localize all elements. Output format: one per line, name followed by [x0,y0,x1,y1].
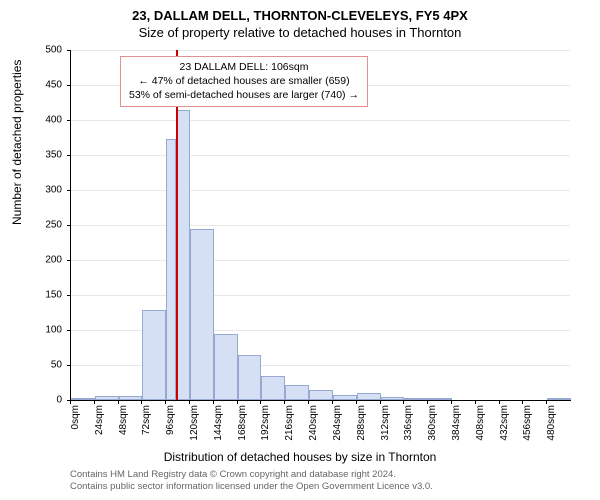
x-tick-mark [546,400,547,404]
x-tick-mark [213,400,214,404]
histogram-bar [357,393,381,400]
x-tick-label: 336sqm [403,405,414,455]
y-tick-mark [67,295,71,296]
x-tick-mark [380,400,381,404]
x-axis-label: Distribution of detached houses by size … [0,450,600,464]
annotation-line-2: ← 47% of detached houses are smaller (65… [129,74,359,88]
x-tick-label: 480sqm [546,405,557,455]
x-tick-label: 48sqm [118,405,129,455]
histogram-bar [176,110,190,400]
y-tick-label: 100 [32,325,62,336]
x-tick-label: 0sqm [70,405,81,455]
x-tick-mark [522,400,523,404]
y-tick-label: 500 [32,45,62,56]
x-tick-mark [332,400,333,404]
histogram-bar [238,355,262,400]
x-tick-mark [70,400,71,404]
x-tick-label: 120sqm [189,405,200,455]
x-tick-label: 192sqm [260,405,271,455]
x-tick-label: 456sqm [522,405,533,455]
x-tick-label: 408sqm [475,405,486,455]
x-tick-mark [165,400,166,404]
y-tick-mark [67,50,71,51]
y-axis-label: Number of detached properties [10,60,24,225]
attribution-line-2: Contains public sector information licen… [70,481,433,493]
histogram-bar [285,385,309,400]
attribution: Contains HM Land Registry data © Crown c… [70,469,433,494]
histogram-bar [95,396,119,400]
x-tick-label: 144sqm [213,405,224,455]
y-tick-label: 450 [32,80,62,91]
histogram-bar [309,390,333,400]
annotation-line-3: 53% of semi-detached houses are larger (… [129,88,359,102]
x-tick-mark [237,400,238,404]
y-tick-mark [67,330,71,331]
x-tick-label: 240sqm [308,405,319,455]
x-tick-label: 72sqm [141,405,152,455]
annotation-box: 23 DALLAM DELL: 106sqm ← 47% of detached… [120,56,368,107]
y-tick-mark [67,260,71,261]
x-tick-label: 264sqm [332,405,343,455]
x-tick-mark [141,400,142,404]
y-tick-label: 0 [32,395,62,406]
y-tick-mark [67,85,71,86]
y-tick-label: 350 [32,150,62,161]
x-tick-mark [94,400,95,404]
x-tick-label: 288sqm [356,405,367,455]
x-tick-label: 168sqm [237,405,248,455]
y-tick-label: 50 [32,360,62,371]
x-tick-mark [475,400,476,404]
chart-container: 23, DALLAM DELL, THORNTON-CLEVELEYS, FY5… [0,0,600,500]
histogram-bar [547,398,571,400]
y-tick-label: 400 [32,115,62,126]
attribution-line-1: Contains HM Land Registry data © Crown c… [70,469,433,481]
y-tick-label: 200 [32,255,62,266]
annotation-line-1: 23 DALLAM DELL: 106sqm [129,60,359,74]
y-tick-mark [67,365,71,366]
x-tick-mark [284,400,285,404]
histogram-bar [190,229,214,400]
y-tick-mark [67,120,71,121]
x-tick-mark [356,400,357,404]
histogram-bar [119,396,143,400]
x-tick-mark [260,400,261,404]
x-tick-label: 216sqm [284,405,295,455]
x-tick-mark [451,400,452,404]
x-tick-mark [499,400,500,404]
y-tick-mark [67,225,71,226]
y-tick-label: 250 [32,220,62,231]
page-subtitle: Size of property relative to detached ho… [0,23,600,40]
histogram-bar [71,398,95,400]
histogram-bar [333,395,357,400]
x-tick-label: 24sqm [94,405,105,455]
histogram-bar [142,310,166,400]
histogram-bar [381,397,405,400]
x-tick-mark [308,400,309,404]
x-tick-mark [427,400,428,404]
x-tick-label: 312sqm [380,405,391,455]
x-tick-label: 384sqm [451,405,462,455]
x-tick-mark [118,400,119,404]
histogram-bar [261,376,285,401]
y-tick-mark [67,155,71,156]
histogram-bar [428,398,452,400]
x-tick-mark [403,400,404,404]
y-tick-mark [67,190,71,191]
x-tick-label: 432sqm [499,405,510,455]
histogram-bar [166,139,176,400]
y-tick-label: 150 [32,290,62,301]
x-tick-label: 96sqm [165,405,176,455]
x-tick-label: 360sqm [427,405,438,455]
y-tick-label: 300 [32,185,62,196]
x-tick-mark [189,400,190,404]
histogram-bar [214,334,238,401]
histogram-bar [404,398,428,400]
plot-area: 050100150200250300350400450500 0sqm24sqm… [70,50,570,400]
page-title: 23, DALLAM DELL, THORNTON-CLEVELEYS, FY5… [0,0,600,23]
